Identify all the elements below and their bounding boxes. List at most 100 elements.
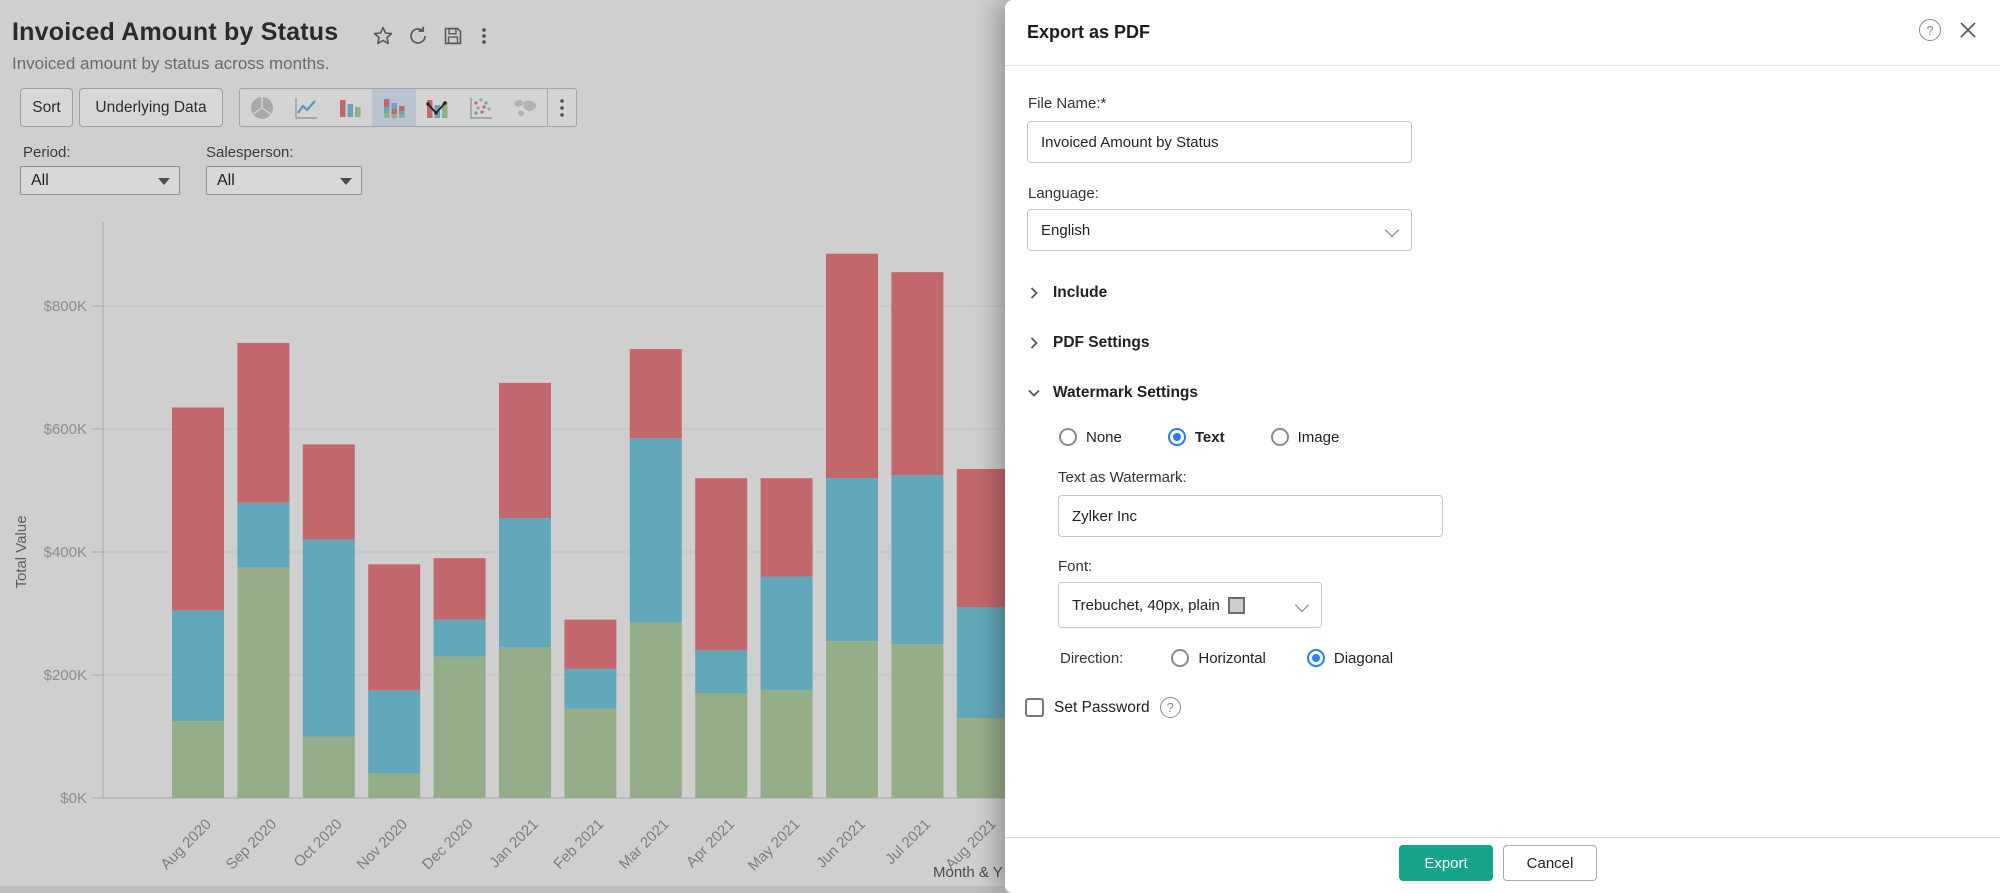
chevron-down-icon [1294, 597, 1310, 613]
direction-label: Direction: [1060, 649, 1124, 667]
export-button[interactable]: Export [1399, 845, 1493, 881]
chevron-right-icon [1030, 287, 1038, 299]
x-tick-label: Mar 2021 [616, 816, 673, 873]
close-icon[interactable] [1957, 19, 1979, 46]
more-chart-types-icon[interactable] [547, 89, 576, 126]
x-tick-label: Jun 2021 [813, 816, 869, 872]
file-name-input[interactable] [1027, 121, 1412, 163]
x-tick-label: Dec 2020 [419, 816, 476, 873]
bar-segment-green-segment[interactable] [695, 693, 748, 798]
combo-chart-icon[interactable] [416, 89, 460, 126]
bar-segment-blue-segment[interactable] [760, 576, 813, 691]
bar-segment-green-segment[interactable] [629, 622, 682, 798]
more-options-icon[interactable] [472, 24, 496, 48]
section-include[interactable]: Include [1027, 278, 1107, 308]
section-include-label: Include [1053, 284, 1108, 301]
language-label: Language: [1028, 185, 1099, 202]
salesperson-filter-dropdown[interactable]: All [206, 166, 362, 195]
bar-segment-green-segment[interactable] [433, 656, 486, 798]
bar-segment-blue-segment[interactable] [956, 607, 1005, 719]
bar-segment-blue-segment[interactable] [629, 438, 682, 623]
bar-segment-red-segment[interactable] [826, 253, 878, 479]
bar-segment-blue-segment[interactable] [564, 668, 617, 709]
bar-segment-red-segment[interactable] [433, 558, 486, 620]
bar-segment-blue-segment[interactable] [826, 478, 878, 642]
pie-chart-icon[interactable] [240, 89, 284, 126]
bar-segment-blue-segment[interactable] [499, 518, 551, 648]
font-select[interactable]: Trebuchet, 40px, plain [1058, 582, 1322, 628]
bar-segment-green-segment[interactable] [826, 641, 878, 798]
x-tick-label: Jan 2021 [486, 816, 542, 872]
bar-segment-red-segment[interactable] [172, 407, 224, 611]
chart-type-toolbar [239, 88, 577, 127]
underlying-data-button-label: Underlying Data [95, 98, 207, 116]
refresh-icon[interactable] [406, 24, 430, 48]
set-password-checkbox[interactable] [1025, 698, 1044, 717]
y-axis-title: Total Value [13, 515, 30, 588]
radio-none[interactable] [1059, 428, 1077, 446]
bar-segment-green-segment[interactable] [368, 773, 421, 798]
radio-diagonal-label: Diagonal [1333, 649, 1394, 667]
line-chart-icon[interactable] [284, 89, 328, 126]
bar-segment-green-segment[interactable] [891, 644, 944, 798]
period-filter-dropdown[interactable]: All [20, 166, 180, 195]
map-chart-icon[interactable] [503, 89, 547, 126]
section-watermark-settings[interactable]: Watermark Settings [1027, 378, 1198, 408]
favorite-star-icon[interactable] [371, 24, 395, 48]
language-value: English [1041, 221, 1091, 239]
bar-segment-green-segment[interactable] [302, 736, 355, 799]
x-tick-label: Nov 2020 [354, 816, 411, 873]
radio-horizontal[interactable] [1171, 649, 1190, 667]
radio-none-label: None [1086, 428, 1122, 446]
language-select[interactable]: English [1027, 209, 1412, 251]
bar-segment-blue-segment[interactable] [433, 619, 486, 657]
bar-segment-blue-segment[interactable] [368, 690, 421, 774]
bar-segment-blue-segment[interactable] [891, 475, 944, 645]
bar-segment-blue-segment[interactable] [237, 502, 290, 568]
radio-image[interactable] [1270, 428, 1289, 446]
scatter-chart-icon[interactable] [459, 89, 503, 126]
bar-segment-red-segment[interactable] [368, 564, 421, 691]
bar-segment-green-segment[interactable] [956, 718, 1005, 798]
sort-button[interactable]: Sort [20, 88, 73, 127]
radio-diagonal[interactable] [1306, 649, 1325, 667]
password-help-icon[interactable]: ? [1159, 697, 1181, 718]
x-tick-label: Oct 2020 [291, 816, 346, 871]
save-icon[interactable] [441, 24, 465, 48]
watermark-text-input[interactable] [1058, 495, 1443, 537]
help-icon[interactable]: ? [1919, 19, 1941, 41]
bar-segment-blue-segment[interactable] [695, 650, 748, 694]
bar-segment-red-segment[interactable] [564, 619, 617, 669]
cancel-button[interactable]: Cancel [1503, 845, 1597, 881]
set-password-label: Set Password [1054, 698, 1150, 716]
sort-button-label: Sort [32, 98, 61, 116]
bar-segment-green-segment[interactable] [237, 567, 290, 798]
bar-segment-red-segment[interactable] [956, 468, 1005, 608]
font-value: Trebuchet, 40px, plain [1072, 596, 1220, 614]
bar-segment-red-segment[interactable] [760, 478, 813, 577]
chevron-right-icon [1030, 337, 1038, 349]
bar-segment-blue-segment[interactable] [172, 610, 224, 722]
bar-segment-red-segment[interactable] [237, 342, 290, 503]
font-color-swatch[interactable] [1227, 596, 1245, 614]
bar-segment-blue-segment[interactable] [302, 539, 355, 737]
bar-segment-green-segment[interactable] [499, 647, 551, 798]
dialog-header: Export as PDF ? [1005, 0, 2000, 66]
bar-segment-red-segment[interactable] [629, 349, 682, 439]
x-axis-title: Month & Y [933, 864, 1003, 881]
bar-segment-red-segment[interactable] [695, 478, 748, 651]
bar-segment-red-segment[interactable] [891, 272, 944, 476]
bar-chart-icon[interactable] [328, 89, 372, 126]
radio-text[interactable] [1167, 428, 1186, 446]
stacked-bar-chart-icon[interactable] [371, 89, 416, 126]
salesperson-filter-value: All [217, 171, 235, 189]
bar-segment-green-segment[interactable] [760, 690, 813, 798]
radio-text-label: Text [1194, 428, 1225, 446]
section-pdf-settings[interactable]: PDF Settings [1027, 328, 1149, 358]
underlying-data-button[interactable]: Underlying Data [79, 88, 223, 127]
bar-segment-red-segment[interactable] [499, 382, 551, 519]
bar-segment-green-segment[interactable] [564, 708, 617, 798]
dropdown-caret-icon [158, 178, 170, 185]
bar-segment-green-segment[interactable] [172, 721, 224, 798]
bar-segment-red-segment[interactable] [302, 444, 355, 540]
